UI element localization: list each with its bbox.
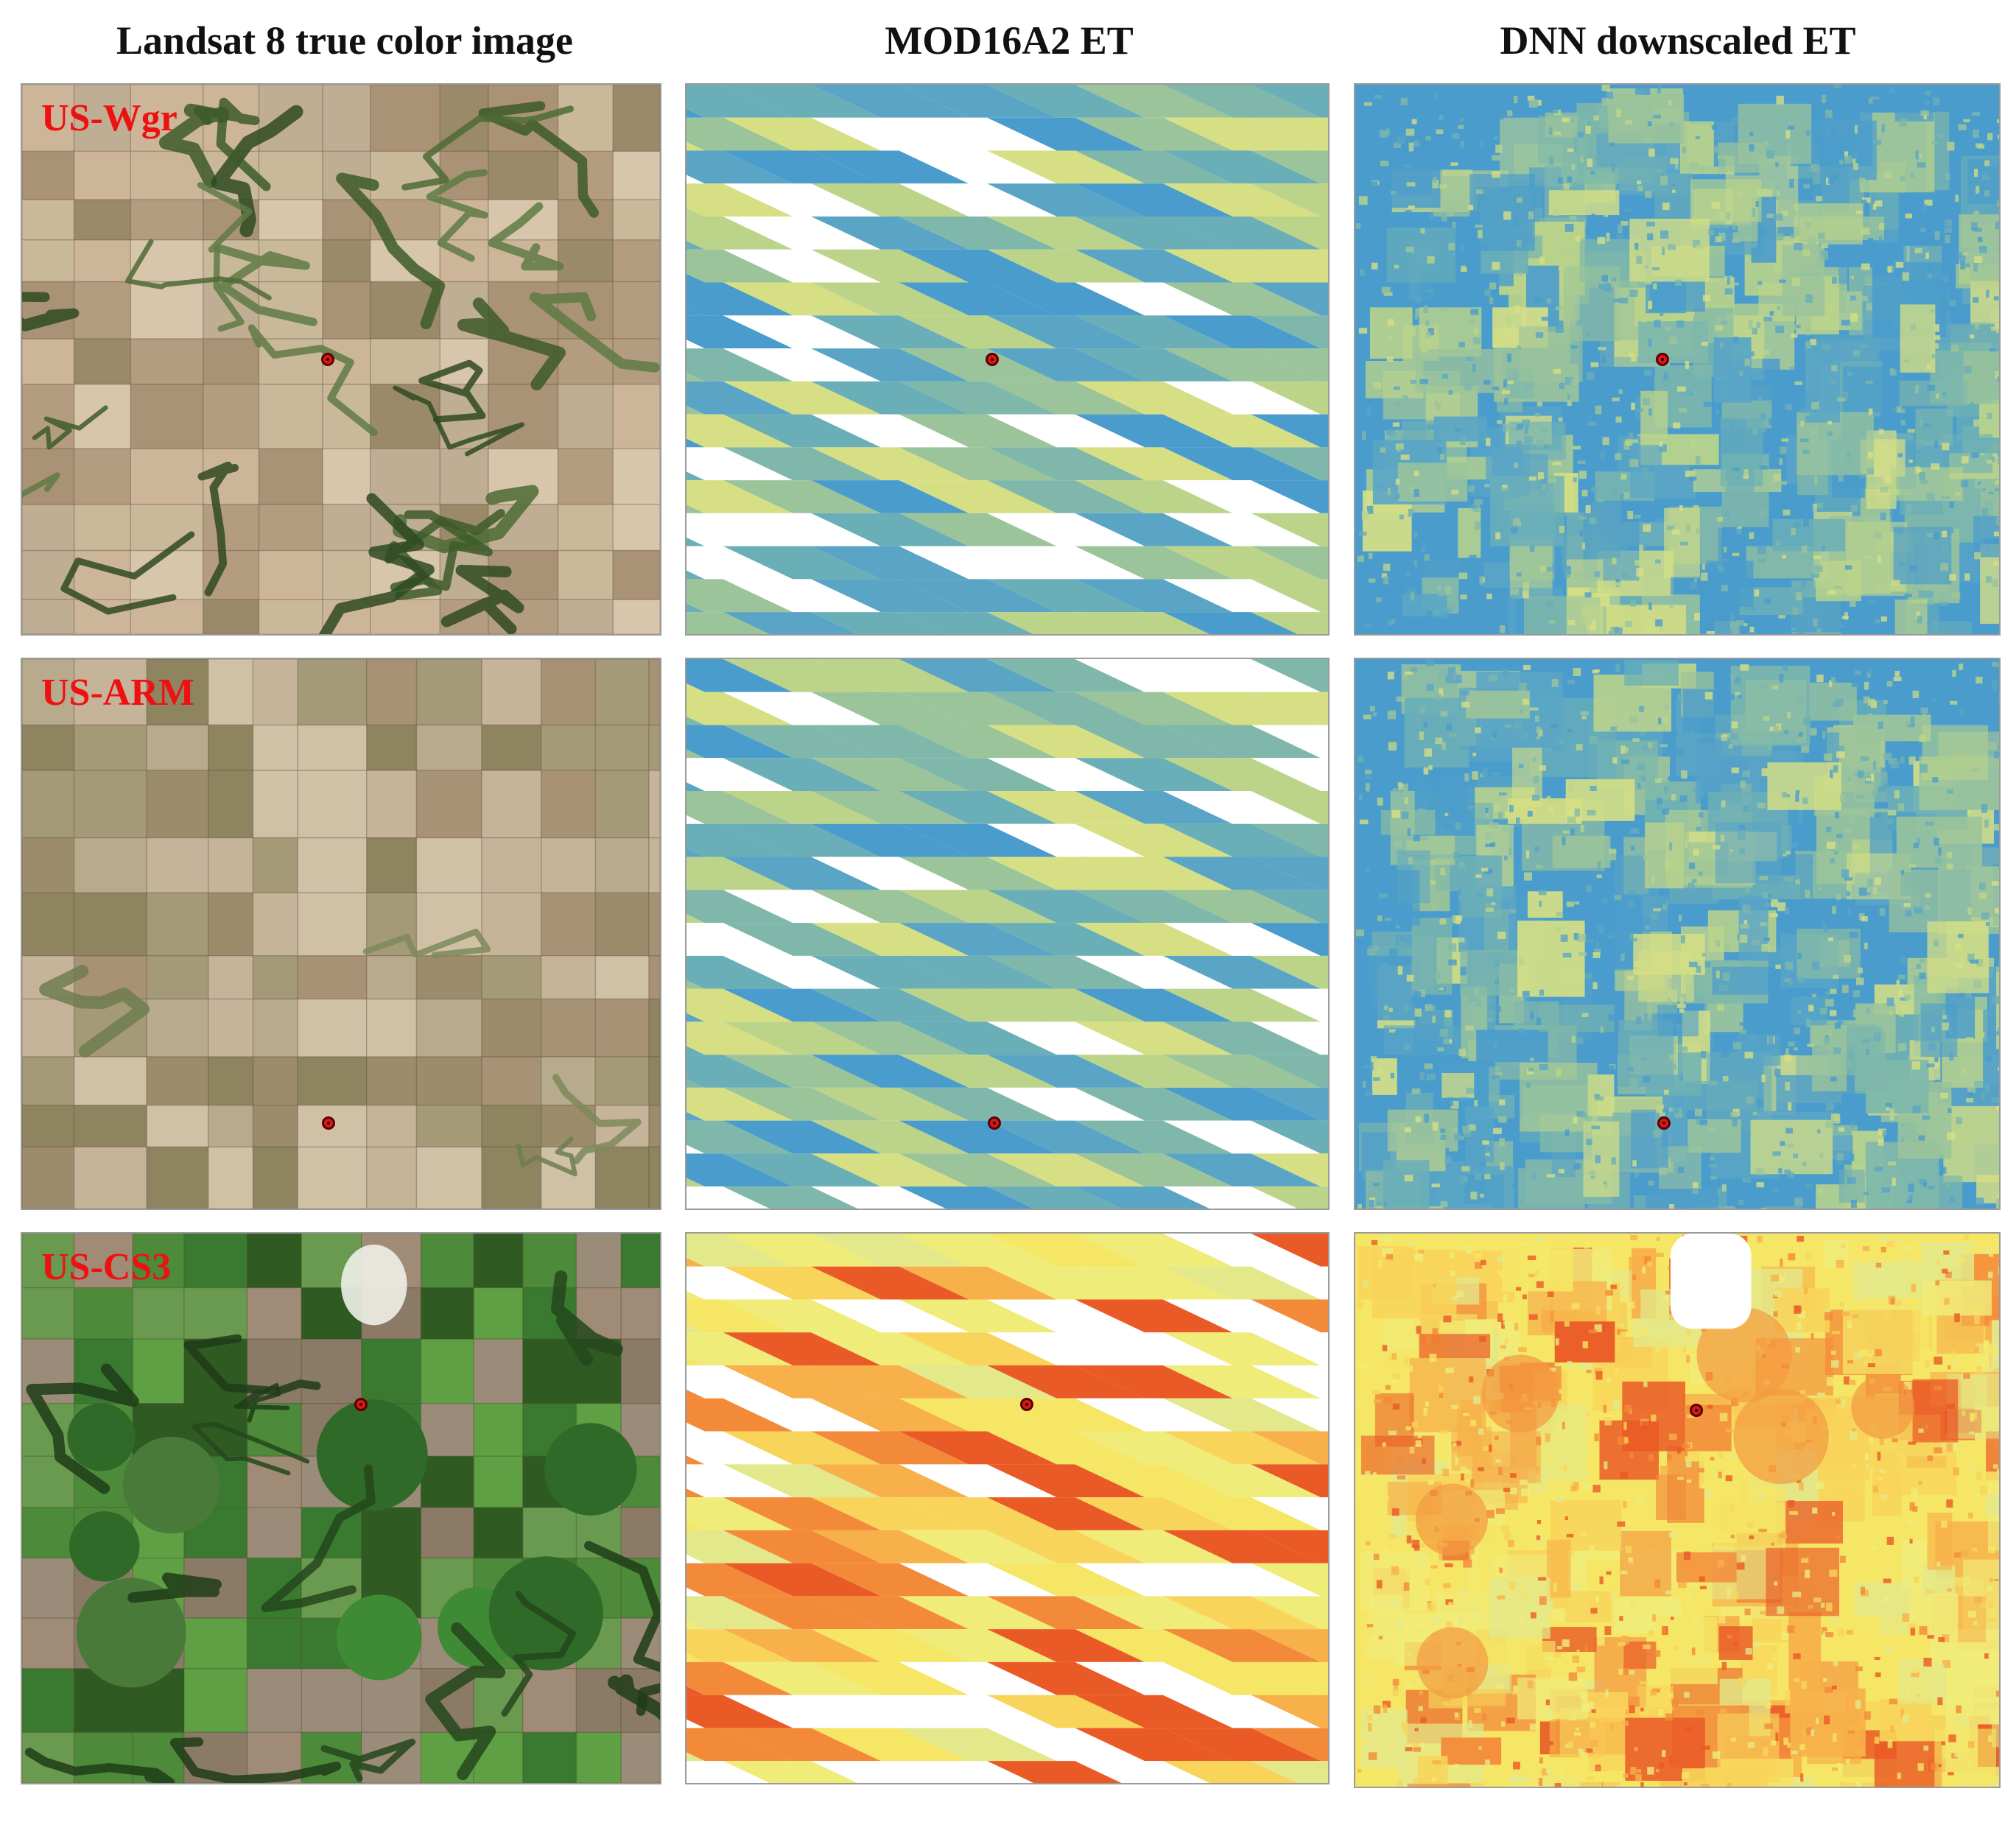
- tower-marker: [986, 353, 999, 366]
- tower-marker: [322, 1116, 335, 1130]
- tower-marker: [321, 353, 334, 366]
- panel-landsat-cs3: US-CS3: [21, 1232, 661, 1784]
- landsat-image-arm: [22, 659, 660, 1209]
- tower-marker: [1656, 353, 1669, 366]
- panel-modis-cs3: [685, 1232, 1330, 1784]
- site-label-arm: US-ARM: [41, 672, 194, 714]
- panel-modis-wgr: [685, 83, 1330, 636]
- column-title-modis: MOD16A2 ET: [885, 18, 1134, 63]
- tower-marker: [1020, 1398, 1033, 1411]
- modis-et-map-wgr: [686, 85, 1328, 634]
- modis-et-map-cs3: [686, 1234, 1328, 1783]
- tower-marker: [1657, 1116, 1671, 1130]
- panel-dnn-arm: [1354, 658, 2001, 1210]
- dnn-et-map-arm: [1355, 659, 1999, 1209]
- site-label-wgr: US-Wgr: [41, 97, 178, 139]
- panel-landsat-arm: US-ARM: [21, 658, 661, 1210]
- tower-marker: [1690, 1404, 1703, 1417]
- panel-landsat-wgr: US-Wgr: [21, 83, 661, 636]
- dnn-et-map-cs3: [1355, 1234, 1999, 1787]
- tower-marker: [988, 1116, 1001, 1130]
- landsat-image-wgr: [22, 85, 660, 634]
- dnn-et-map-wgr: [1355, 85, 1999, 634]
- tower-marker: [354, 1398, 368, 1411]
- column-title-landsat: Landsat 8 true color image: [116, 18, 573, 63]
- panel-modis-arm: [685, 658, 1330, 1210]
- column-title-dnn: DNN downscaled ET: [1500, 18, 1856, 63]
- site-label-cs3: US-CS3: [41, 1246, 172, 1288]
- modis-et-map-arm: [686, 659, 1328, 1209]
- panel-dnn-cs3: [1354, 1232, 2001, 1788]
- landsat-image-cs3: [22, 1234, 660, 1783]
- panel-dnn-wgr: [1354, 83, 2001, 636]
